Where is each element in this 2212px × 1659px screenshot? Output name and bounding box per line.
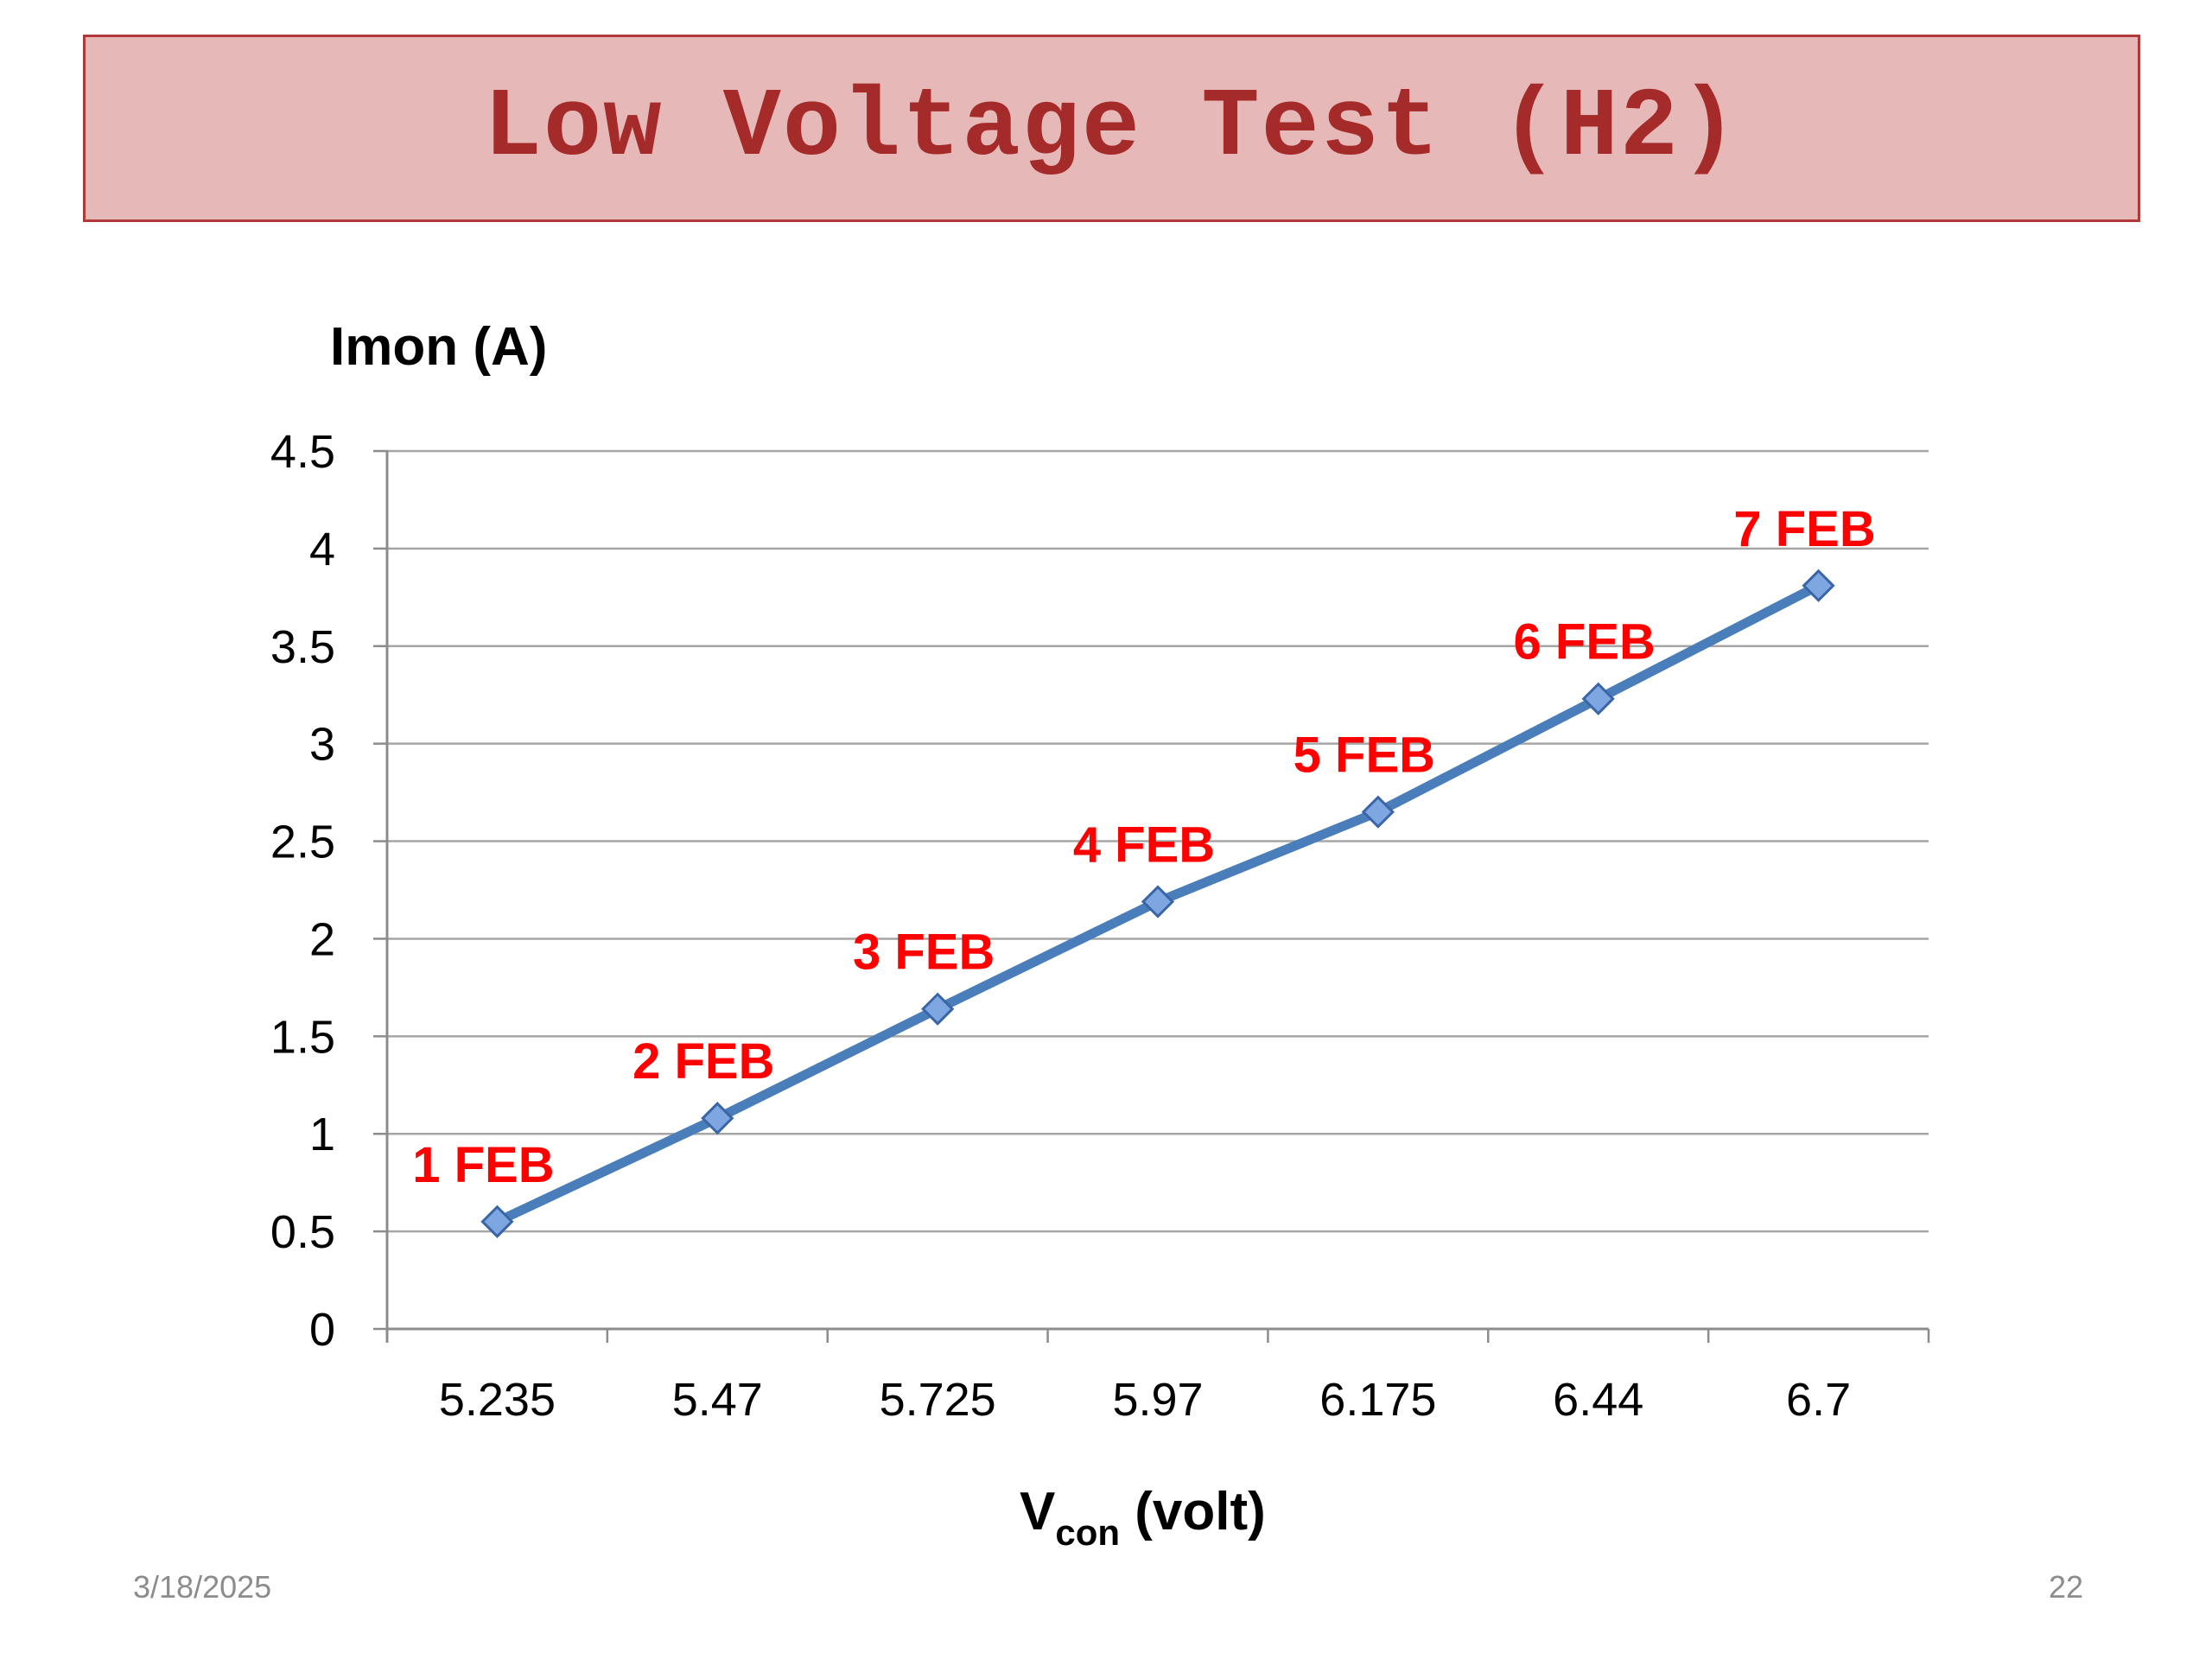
y-tick-label-7: 3.5 xyxy=(270,621,335,673)
point-label-5: 6 FEB xyxy=(1514,614,1656,671)
x-tick-label-3: 5.97 xyxy=(1112,1374,1203,1426)
y-tick-label-1: 0.5 xyxy=(270,1206,335,1258)
slide-title: Low Voltage Test (H2) xyxy=(483,73,1740,183)
point-label-4: 5 FEB xyxy=(1294,728,1435,784)
data-point-4 xyxy=(1361,795,1395,829)
data-point-6 xyxy=(1802,569,1835,602)
x-tick-label-0: 5.235 xyxy=(439,1374,556,1426)
y-tick-label-5: 2.5 xyxy=(270,817,335,868)
data-point-0 xyxy=(480,1205,514,1238)
x-tick-label-2: 5.725 xyxy=(880,1374,996,1426)
y-tick-label-4: 2 xyxy=(309,913,335,965)
title-banner: Low Voltage Test (H2) xyxy=(83,35,2140,222)
x-tick-label-6: 6.7 xyxy=(1786,1374,1851,1426)
x-tick-label-4: 6.175 xyxy=(1319,1374,1436,1426)
data-point-2 xyxy=(921,992,955,1026)
y-tick-label-6: 3 xyxy=(309,719,335,771)
point-label-6: 7 FEB xyxy=(1733,501,1875,557)
slide-page-number: 22 xyxy=(2048,1569,2083,1605)
y-axis-title: Imon (A) xyxy=(330,317,547,377)
data-point-5 xyxy=(1581,682,1615,715)
point-label-3: 4 FEB xyxy=(1073,817,1215,874)
y-tick-label-3: 1.5 xyxy=(270,1011,335,1063)
y-tick-label-0: 0 xyxy=(309,1304,335,1356)
point-label-0: 1 FEB xyxy=(412,1137,554,1193)
data-point-1 xyxy=(701,1102,734,1135)
y-tick-label-9: 4.5 xyxy=(270,426,335,478)
slide-date: 3/18/2025 xyxy=(133,1569,272,1605)
y-tick-label-2: 1 xyxy=(309,1109,335,1160)
point-label-2: 3 FEB xyxy=(853,925,995,981)
point-label-1: 2 FEB xyxy=(632,1033,774,1090)
data-point-3 xyxy=(1141,885,1175,918)
x-axis-title: Vcon (volt) xyxy=(1020,1482,1266,1553)
x-tick-label-5: 6.44 xyxy=(1553,1374,1643,1426)
y-tick-label-8: 4 xyxy=(309,524,335,575)
x-tick-label-1: 5.47 xyxy=(672,1374,763,1426)
